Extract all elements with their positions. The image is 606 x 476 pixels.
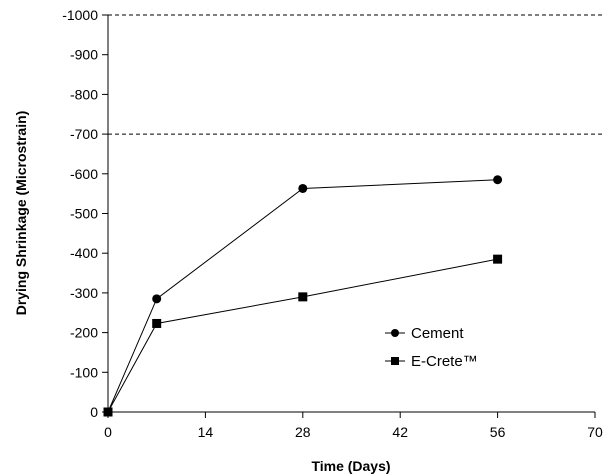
x-tick-label-3: 42 [392, 424, 408, 440]
data-point-1-1 [152, 318, 162, 328]
reference-lines [108, 14, 603, 135]
y-tick-label-1: -100 [70, 364, 98, 380]
ticks: 0 -100 -200 -300 -400 -500 -600 -700 -800 -900 -10… [62, 7, 603, 440]
y-tick-label-8: -800 [70, 86, 98, 102]
series-line-0 [107, 179, 498, 413]
y-tick-label-3: -300 [70, 285, 98, 301]
y-tick-label-6: -600 [70, 166, 98, 182]
data-point-1-3 [493, 254, 503, 264]
data-point-0-1 [152, 294, 162, 304]
y-tick-label-10: -1000 [62, 7, 98, 23]
y-tick-label-7: -700 [70, 126, 98, 142]
legend-label-1: E-Crete™ [411, 353, 478, 370]
data-point-0-2 [298, 183, 308, 193]
x-tick-label-0: 0 [104, 424, 112, 440]
y-tick-label-4: -400 [70, 245, 98, 261]
x-tick-label-5: 70 [587, 424, 603, 440]
y-tick-label-5: -500 [70, 206, 98, 222]
legend: Cement E-Crete™ [385, 325, 478, 370]
x-tick-label-2: 28 [295, 424, 311, 440]
data-point-1-0 [103, 407, 113, 417]
series-1 [103, 254, 503, 417]
x-axis-title: Time (Days) [311, 458, 390, 474]
series-line-1 [107, 258, 498, 413]
data-point-0-3 [493, 175, 503, 185]
legend-label-0: Cement [411, 325, 464, 342]
series-layer [103, 175, 503, 417]
legend-marker-0 [391, 329, 399, 337]
axes [107, 15, 595, 413]
x-tick-label-1: 14 [198, 424, 214, 440]
y-tick-label-2: -200 [70, 325, 98, 341]
y-tick-label-9: -900 [70, 47, 98, 63]
x-tick-label-4: 56 [490, 424, 506, 440]
data-point-1-2 [298, 292, 308, 302]
y-tick-label-0: 0 [90, 404, 98, 420]
y-axis-title: Drying Shrinkage (Microstrain) [13, 111, 29, 316]
legend-marker-1 [391, 357, 399, 365]
